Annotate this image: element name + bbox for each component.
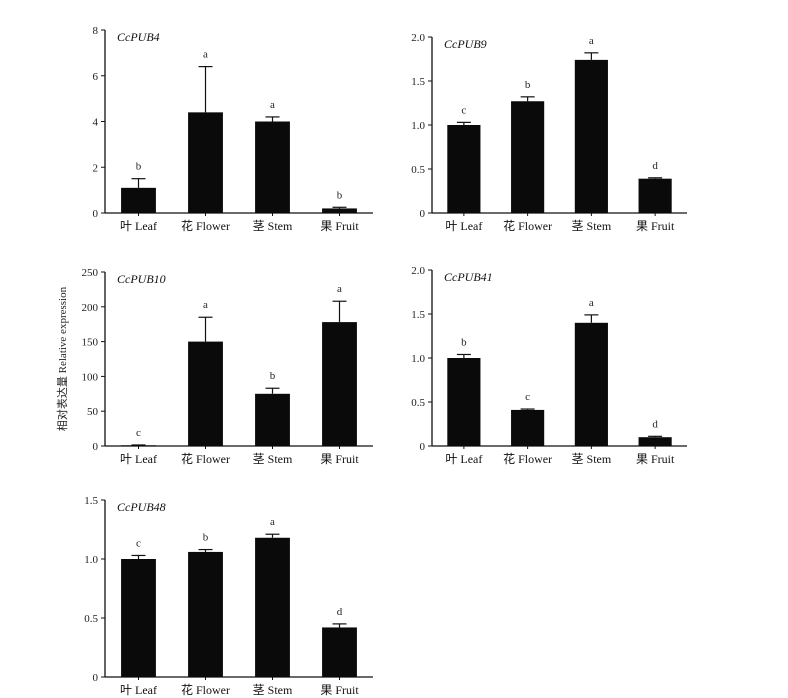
bar — [255, 121, 290, 213]
x-tick-label: 叶 Leaf — [120, 683, 157, 697]
significance-label: c — [461, 104, 466, 116]
y-tick-label: 0 — [420, 208, 426, 220]
y-axis-label: 相对表达量 Relative expression — [55, 286, 69, 431]
significance-label: b — [136, 161, 142, 173]
bar — [121, 559, 156, 677]
significance-label: a — [203, 49, 208, 61]
significance-label: d — [652, 160, 658, 172]
y-tick-label: 50 — [87, 406, 99, 418]
chart-panel: 0 50 100 150 200 250 CcPUB10 c 叶 Leaf a 花 Flower b 茎… — [82, 267, 373, 466]
bar — [447, 358, 481, 446]
bar — [188, 341, 223, 446]
bar — [322, 627, 357, 677]
y-tick-label: 4 — [93, 117, 99, 129]
x-tick-label: 茎 Stem — [572, 452, 612, 466]
x-tick-label: 果 Fruit — [320, 683, 359, 697]
significance-label: b — [203, 532, 209, 544]
y-tick-label: 0 — [93, 441, 99, 453]
y-tick-label: 250 — [82, 267, 99, 279]
y-tick-label: 2.0 — [411, 32, 425, 44]
x-tick-label: 叶 Leaf — [120, 452, 157, 466]
x-tick-label: 茎 Stem — [572, 219, 612, 233]
y-tick-label: 2.0 — [411, 265, 425, 277]
bar — [121, 445, 156, 447]
y-tick-label: 200 — [82, 302, 99, 314]
significance-label: a — [337, 283, 342, 295]
significance-label: d — [337, 606, 343, 618]
chart-title: CcPUB4 — [117, 30, 160, 44]
x-tick-label: 茎 Stem — [253, 452, 293, 466]
y-tick-label: 0.5 — [411, 397, 425, 409]
bar — [322, 322, 357, 446]
significance-label: b — [461, 336, 467, 348]
significance-label: a — [589, 297, 594, 309]
bar — [574, 59, 608, 213]
x-tick-label: 花 Flower — [181, 218, 230, 233]
x-tick-label: 叶 Leaf — [445, 219, 482, 233]
y-tick-label: 6 — [93, 71, 99, 83]
significance-label: c — [136, 537, 141, 549]
bar — [255, 393, 290, 446]
y-tick-label: 0 — [93, 208, 99, 220]
bar — [574, 322, 608, 446]
chart-title: CcPUB9 — [444, 37, 487, 51]
bar — [121, 187, 156, 213]
x-tick-label: 果 Fruit — [636, 452, 675, 466]
significance-label: a — [270, 99, 275, 111]
y-tick-label: 0 — [420, 441, 426, 453]
y-tick-label: 0.5 — [411, 164, 425, 176]
y-tick-label: 1.0 — [411, 120, 425, 132]
y-tick-label: 100 — [82, 371, 99, 383]
significance-label: c — [136, 427, 141, 439]
x-tick-label: 果 Fruit — [320, 452, 359, 466]
chart-title: CcPUB48 — [117, 500, 166, 514]
x-tick-label: 花 Flower — [503, 218, 552, 233]
x-tick-label: 果 Fruit — [636, 219, 675, 233]
x-tick-label: 花 Flower — [503, 451, 552, 466]
x-tick-label: 茎 Stem — [253, 219, 293, 233]
bar — [638, 178, 672, 213]
y-tick-label: 1.0 — [411, 353, 425, 365]
chart-panel: 0 2 4 6 8 CcPUB4 b 叶 Leaf a 花 Flower a 茎 Stem b 果 Fru… — [93, 25, 373, 233]
significance-label: b — [270, 370, 276, 382]
y-tick-label: 1.0 — [84, 554, 98, 566]
chart-title: CcPUB10 — [117, 272, 166, 286]
y-tick-label: 2 — [93, 162, 99, 174]
bar — [638, 437, 672, 446]
y-tick-label: 0.5 — [84, 613, 98, 625]
chart-panel: 0 0.5 1.0 1.5 CcPUB48 c 叶 Leaf b 花 Flower a 茎 Stem… — [84, 495, 373, 697]
bar — [255, 537, 290, 677]
x-tick-label: 花 Flower — [181, 451, 230, 466]
x-tick-label: 茎 Stem — [253, 683, 293, 697]
y-tick-label: 8 — [93, 25, 99, 37]
x-tick-label: 叶 Leaf — [445, 452, 482, 466]
significance-label: b — [337, 189, 343, 201]
chart-panel: 0 0.5 1.0 1.5 2.0 CcPUB9 c 叶 Leaf b 花 Flower a 茎 St… — [411, 32, 687, 233]
significance-label: c — [525, 391, 530, 403]
y-tick-label: 1.5 — [411, 309, 425, 321]
bar — [511, 101, 545, 213]
x-tick-label: 果 Fruit — [320, 219, 359, 233]
chart-panel: 0 0.5 1.0 1.5 2.0 CcPUB41 b 叶 Leaf c 花 Flower a 茎 S… — [411, 265, 687, 466]
y-tick-label: 1.5 — [84, 495, 98, 507]
bar — [322, 208, 357, 213]
x-tick-label: 叶 Leaf — [120, 219, 157, 233]
bar — [447, 125, 481, 213]
bar — [511, 409, 545, 446]
bar — [188, 551, 223, 677]
y-tick-label: 1.5 — [411, 76, 425, 88]
y-tick-label: 150 — [82, 337, 99, 349]
significance-label: a — [203, 299, 208, 311]
bar — [188, 112, 223, 213]
significance-label: a — [589, 35, 594, 47]
significance-label: b — [525, 79, 531, 91]
chart-title: CcPUB41 — [444, 270, 493, 284]
x-tick-label: 花 Flower — [181, 682, 230, 697]
significance-label: a — [270, 516, 275, 528]
y-tick-label: 0 — [93, 672, 99, 684]
significance-label: d — [652, 418, 658, 430]
